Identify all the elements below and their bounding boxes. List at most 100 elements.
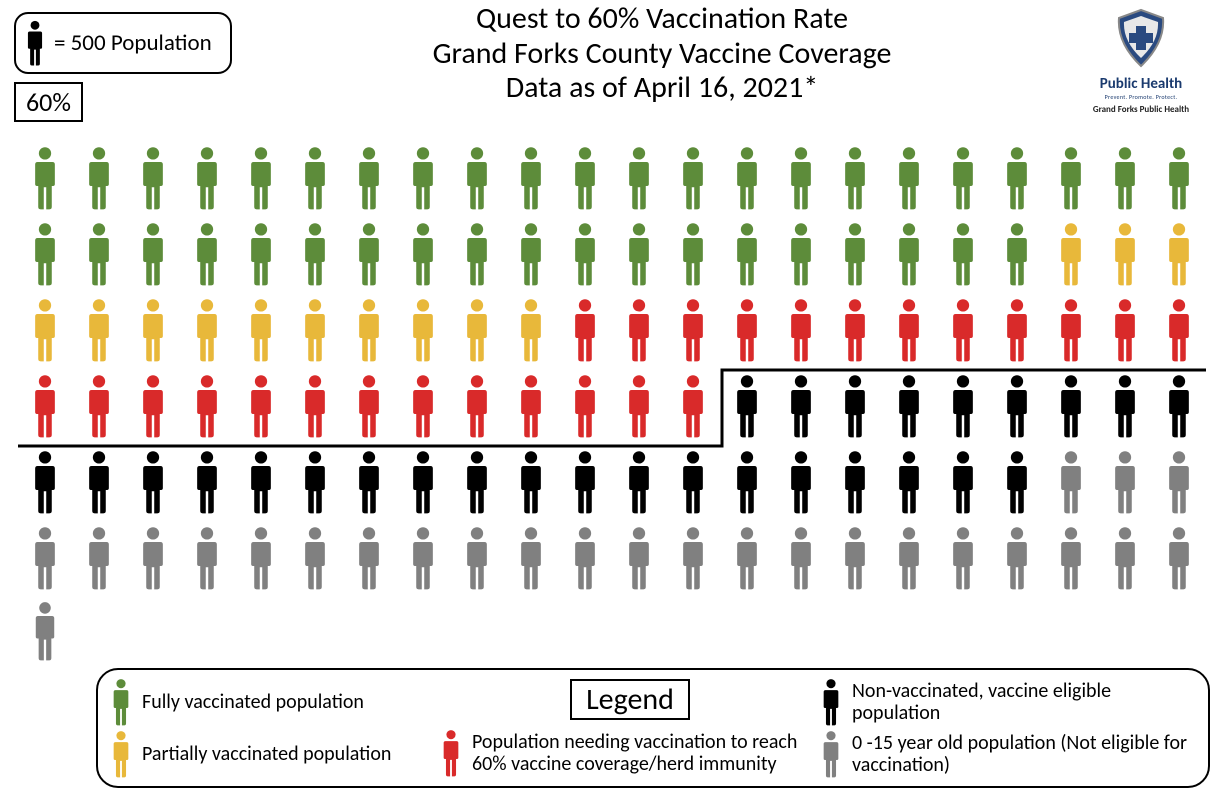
pictograph-cell [18, 146, 72, 210]
pictograph-cell [1152, 374, 1206, 438]
pictograph-cell [612, 146, 666, 210]
pictograph-cell [990, 146, 1044, 210]
pictograph-cell [504, 222, 558, 286]
person-icon [192, 222, 222, 286]
person-icon [1164, 298, 1194, 362]
pictograph-cell [288, 374, 342, 438]
pictograph-cell [1152, 526, 1206, 590]
pictograph-cell [450, 146, 504, 210]
pictograph-cell [180, 222, 234, 286]
person-icon [354, 298, 384, 362]
pictograph-cell [1098, 374, 1152, 438]
person-icon [1110, 298, 1140, 362]
person-icon [462, 374, 492, 438]
person-icon [678, 298, 708, 362]
pictograph-cell [1044, 146, 1098, 210]
pictograph-cell [1044, 374, 1098, 438]
person-icon [678, 146, 708, 210]
legend-label: Population needing vaccination to reach … [472, 731, 820, 775]
person-icon [408, 146, 438, 210]
pictograph-cell [72, 298, 126, 362]
pictograph-cell [504, 146, 558, 210]
person-icon [354, 222, 384, 286]
pictograph-cell [72, 374, 126, 438]
pictograph-cell [396, 374, 450, 438]
person-icon [300, 146, 330, 210]
pictograph-cell [288, 526, 342, 590]
person-icon [516, 146, 546, 210]
pictograph-cell [666, 374, 720, 438]
person-icon [1164, 526, 1194, 590]
person-icon [1110, 146, 1140, 210]
person-icon [894, 298, 924, 362]
pictograph-cell [18, 601, 72, 661]
pictograph-cell [126, 450, 180, 514]
person-icon [820, 730, 842, 778]
pictograph-cell [612, 526, 666, 590]
pictograph-cell [72, 146, 126, 210]
pictograph-cell [234, 222, 288, 286]
pictograph-row [18, 520, 1206, 596]
pictograph-cell [828, 146, 882, 210]
pictograph-cell [396, 146, 450, 210]
person-icon [894, 374, 924, 438]
pictograph-cell [1044, 450, 1098, 514]
person-icon [732, 222, 762, 286]
person-icon [300, 222, 330, 286]
pictograph-cell [1098, 298, 1152, 362]
pictograph-cell [720, 374, 774, 438]
person-icon [30, 298, 60, 362]
person-icon [678, 222, 708, 286]
person-icon [948, 146, 978, 210]
person-icon [462, 526, 492, 590]
person-icon [138, 526, 168, 590]
person-icon [300, 298, 330, 362]
pictograph-cell [1152, 298, 1206, 362]
person-icon [1002, 222, 1032, 286]
pictograph-cell [1098, 146, 1152, 210]
person-icon [31, 601, 59, 661]
person-icon [894, 146, 924, 210]
pictograph-cell [720, 298, 774, 362]
legend-label: Partially vaccinated population [142, 743, 391, 765]
person-icon [110, 730, 132, 778]
pictograph-cell [936, 298, 990, 362]
pictograph-cell [342, 146, 396, 210]
person-icon [84, 374, 114, 438]
person-icon [354, 146, 384, 210]
person-icon [840, 298, 870, 362]
pictograph-cell [18, 298, 72, 362]
pictograph-cell [288, 298, 342, 362]
pictograph-row [18, 140, 1206, 216]
pictograph-cell [720, 526, 774, 590]
legend-label: Fully vaccinated population [142, 691, 364, 713]
person-icon [1056, 146, 1086, 210]
pictograph-cell [612, 374, 666, 438]
pictograph-cell [990, 222, 1044, 286]
person-icon [840, 146, 870, 210]
pictograph-cell [666, 526, 720, 590]
pictograph-cell [234, 374, 288, 438]
person-icon [246, 298, 276, 362]
pictograph-cell [72, 450, 126, 514]
person-icon [1110, 526, 1140, 590]
person-icon [408, 374, 438, 438]
person-icon [138, 222, 168, 286]
person-icon [516, 450, 546, 514]
legend-item-not-eligible: 0 -15 year old population (Not eligible … [820, 730, 1190, 778]
title-line-3: Data as of April 16, 2021* [300, 71, 1024, 106]
pictograph-cell [72, 222, 126, 286]
pictograph-cell [1044, 298, 1098, 362]
pictograph-cell [558, 526, 612, 590]
person-icon [408, 222, 438, 286]
person-icon [408, 298, 438, 362]
person-icon [138, 298, 168, 362]
person-icon [570, 374, 600, 438]
pictograph-cell [18, 374, 72, 438]
pictograph-cell [828, 450, 882, 514]
person-icon [624, 222, 654, 286]
person-icon [1110, 374, 1140, 438]
pictograph-cell [558, 222, 612, 286]
pictograph-cell [612, 450, 666, 514]
header: = 500 Population 60% Quest to 60% Vaccin… [0, 0, 1224, 130]
